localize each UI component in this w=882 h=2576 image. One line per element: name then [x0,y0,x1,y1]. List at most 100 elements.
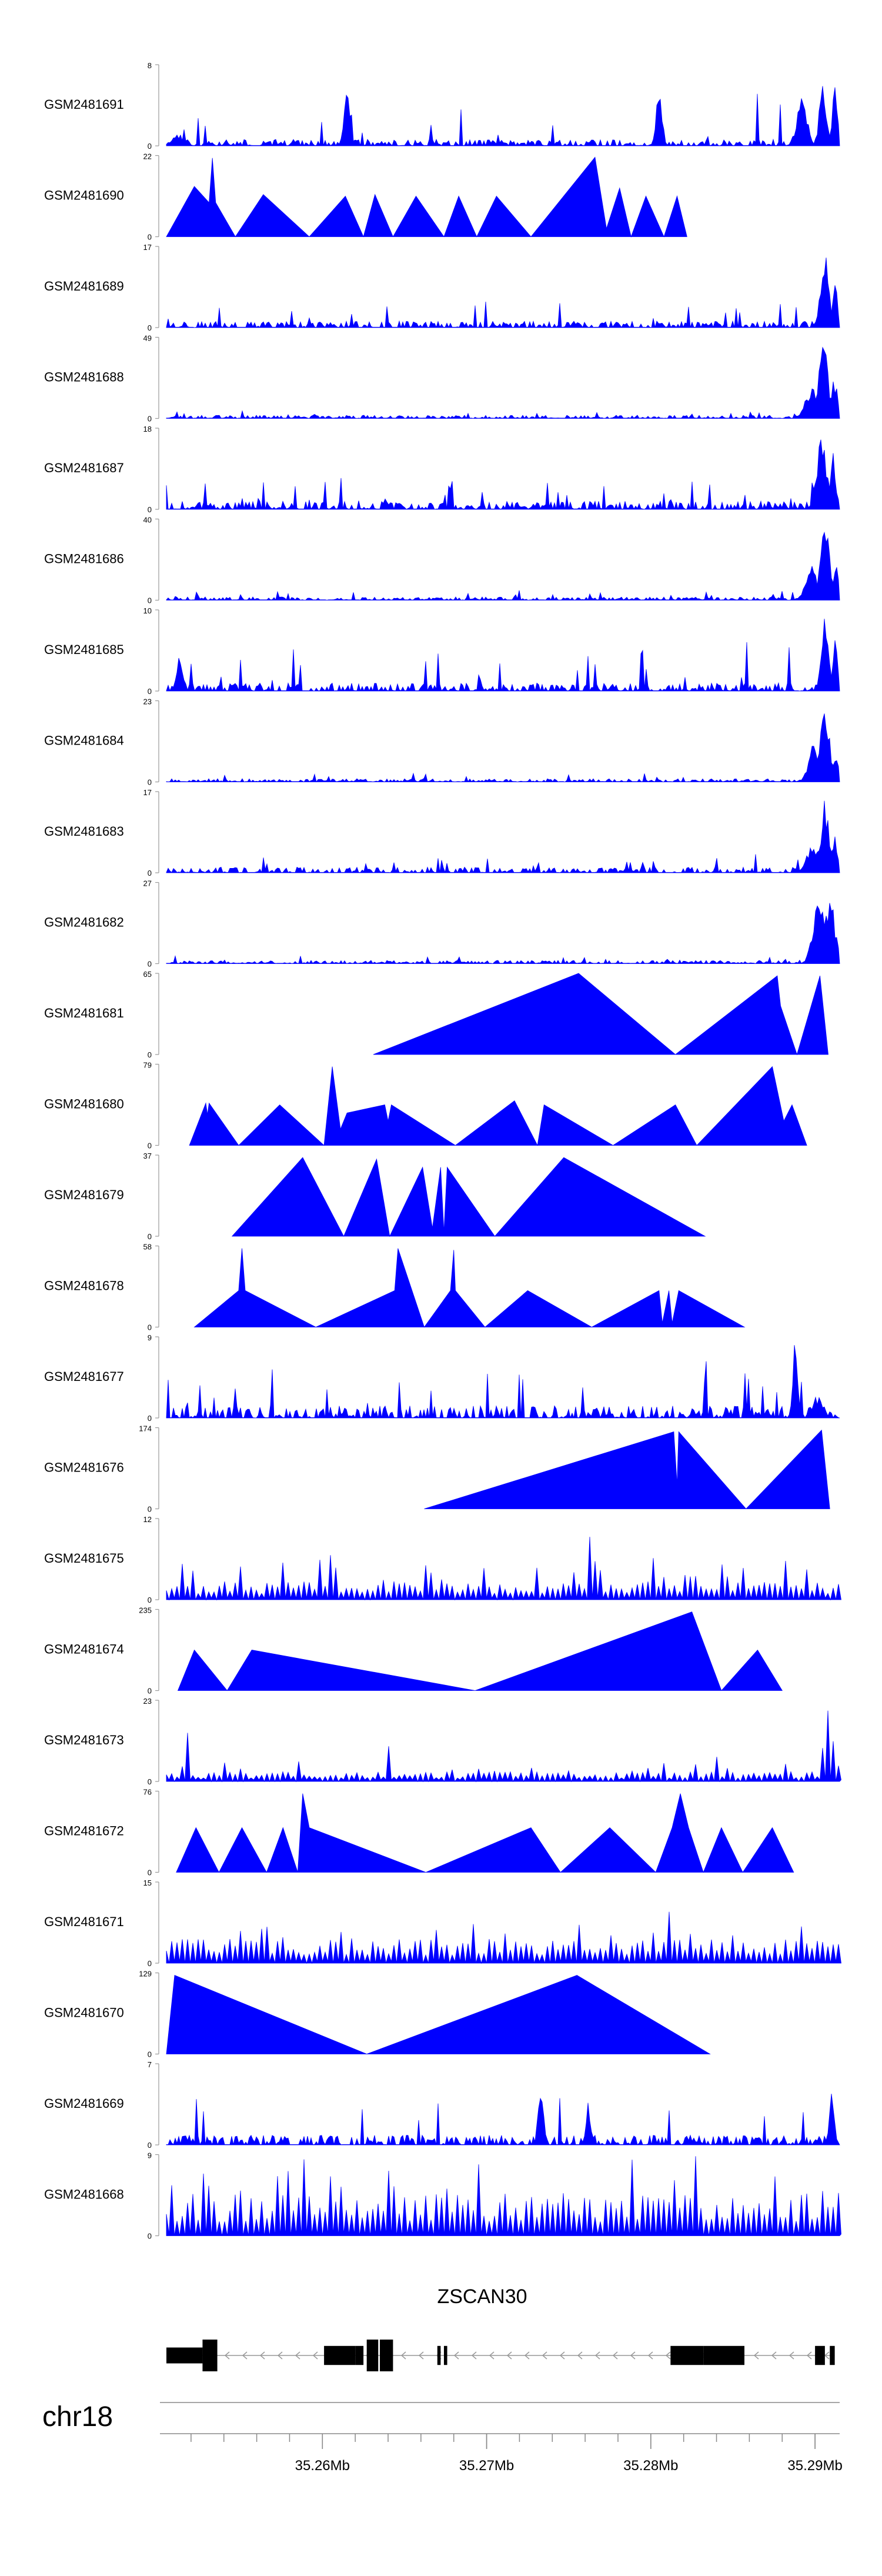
track-GSM2481675: GSM2481675 12 0 [44,1515,841,1604]
track-GSM2481691: GSM2481691 8 0 [44,61,840,151]
track-label: GSM2481676 [44,1460,124,1475]
y-max-label: 37 [143,1152,152,1160]
y-max-label: 7 [148,2060,152,2069]
track-GSM2481668: GSM2481668 9 0 [44,2151,841,2241]
exon-block [437,2345,441,2365]
track-GSM2481670: GSM2481670 129 0 [44,1970,711,2059]
track-GSM2481679: GSM2481679 37 0 [44,1152,706,1241]
strand-arrow [418,2351,424,2360]
track-GSM2481671: GSM2481671 15 0 [44,1878,841,1968]
track-label: GSM2481677 [44,1369,124,1384]
y-min-label: 0 [148,960,152,969]
track-label: GSM2481685 [44,642,124,657]
signal-area [166,86,840,146]
track-label: GSM2481674 [44,1642,124,1657]
y-max-label: 27 [143,879,152,888]
y-max-label: 9 [148,2151,152,2160]
signal-area [193,1248,746,1328]
y-min-label: 0 [148,1777,152,1786]
y-min-label: 0 [148,1959,152,1968]
track-GSM2481673: GSM2481673 23 0 [44,1697,841,1786]
track-GSM2481686: GSM2481686 40 0 [44,516,840,605]
track-label: GSM2481668 [44,2187,124,2202]
chromosome-label: chr18 [42,2401,113,2432]
signal-area [166,531,840,601]
y-max-label: 12 [143,1515,152,1524]
track-label: GSM2481670 [44,2006,124,2020]
exon-block [380,2340,393,2371]
y-min-label: 0 [148,1414,152,1423]
strand-arrow [524,2351,530,2360]
y-min-label: 0 [148,1050,152,1059]
signal-area [231,1157,706,1237]
signal-area [166,1911,841,1964]
strand-arrow [471,2351,477,2360]
strand-arrow [789,2351,794,2360]
signal-area [166,346,840,419]
y-max-label: 8 [148,61,152,70]
signal-area [166,156,687,238]
y-min-label: 0 [148,687,152,696]
strand-arrow [559,2351,565,2360]
gene-track: ZSCAN30 [166,2285,835,2371]
track-GSM2481677: GSM2481677 9 0 [44,1333,840,1423]
track-label: GSM2481675 [44,1551,124,1566]
y-min-label: 0 [148,2050,152,2059]
track-label: GSM2481686 [44,552,124,566]
signal-area [166,1710,841,1783]
y-max-label: 17 [143,788,152,797]
track-GSM2481678: GSM2481678 58 0 [44,1243,746,1332]
y-min-label: 0 [148,142,152,151]
strand-arrow [242,2351,248,2360]
strand-arrow [647,2351,653,2360]
signal-area [166,1345,840,1419]
y-min-label: 0 [148,1505,152,1514]
y-min-label: 0 [148,1868,152,1877]
track-GSM2481687: GSM2481687 18 0 [44,425,840,514]
y-max-label: 65 [143,970,152,979]
y-min-label: 0 [148,778,152,787]
gene-label: ZSCAN30 [437,2285,527,2308]
track-label: GSM2481679 [44,1187,124,1202]
y-min-label: 0 [148,1687,152,1696]
track-label: GSM2481678 [44,1279,124,1293]
y-max-label: 235 [139,1606,152,1615]
signal-area [166,257,840,329]
track-label: GSM2481683 [44,824,124,839]
y-max-label: 17 [143,243,152,252]
y-max-label: 79 [143,1061,152,1070]
track-GSM2481676: GSM2481676 174 0 [44,1424,830,1514]
signal-area [177,1611,783,1691]
exon-block [366,2340,379,2371]
signal-area [166,2156,841,2236]
y-min-label: 0 [148,1142,152,1150]
track-label: GSM2481680 [44,1097,124,1112]
exon-block [166,2347,203,2364]
strand-arrow [400,2351,406,2360]
track-label: GSM2481689 [44,279,124,293]
strand-arrow [542,2351,547,2360]
track-label: GSM2481690 [44,188,124,203]
y-min-label: 0 [148,323,152,332]
y-min-label: 0 [148,1323,152,1332]
signal-area [166,903,840,965]
strand-arrow [806,2351,812,2360]
strand-arrow [753,2351,759,2360]
track-GSM2481680: GSM2481680 79 0 [44,1061,807,1150]
strand-arrow [312,2351,318,2360]
exon-block [670,2345,704,2365]
track-GSM2481681: GSM2481681 65 0 [44,970,828,1059]
track-GSM2481672: GSM2481672 76 0 [44,1788,794,1877]
y-min-label: 0 [148,2141,152,2150]
track-label: GSM2481673 [44,1733,124,1747]
strand-arrow [665,2351,671,2360]
strand-arrow [577,2351,583,2360]
x-tick-label: 35.29Mb [787,2458,842,2474]
strand-arrow [259,2351,265,2360]
exon-block [324,2345,356,2365]
signal-tracks: GSM248169180GSM2481690220GSM2481689170GS… [44,61,841,2241]
strand-arrow [489,2351,495,2360]
signal-area [166,619,840,692]
y-min-label: 0 [148,415,152,423]
